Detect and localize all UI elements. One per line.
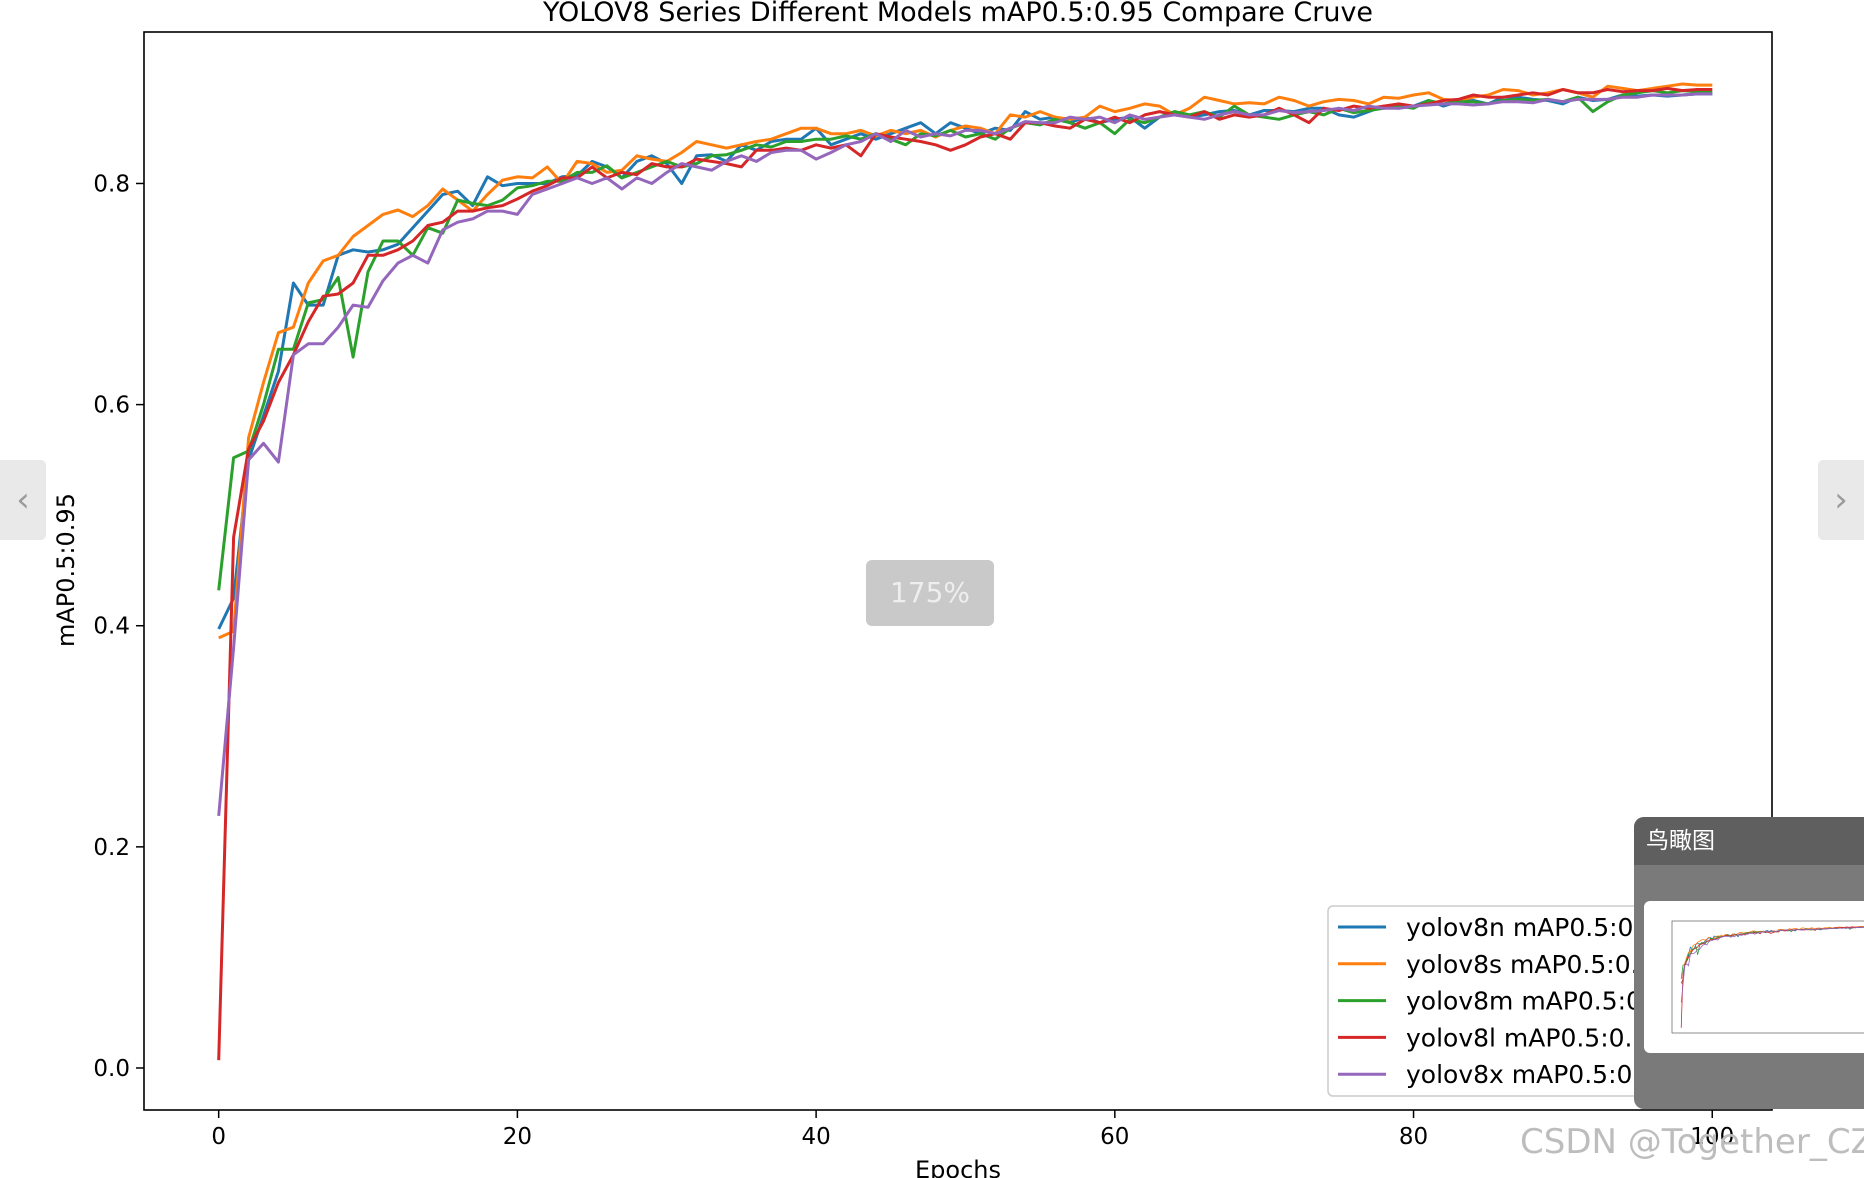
- overview-line-1: [1681, 925, 1864, 985]
- axes-frame: [143, 31, 1773, 1111]
- x-tick-label-2: 40: [801, 1124, 830, 1150]
- overview-frame: [1671, 920, 1864, 1034]
- overview-line-3: [1680, 926, 1864, 1028]
- overview-title: 鸟瞰图: [1634, 817, 1864, 865]
- x-tick-label-3: 60: [1100, 1124, 1129, 1150]
- overview-chart-preview: [1671, 920, 1864, 1034]
- series-line-3: [217, 86, 1713, 1061]
- y-axis-label: mAP0.5:0.95: [52, 493, 80, 647]
- previous-image-button[interactable]: ‹: [0, 460, 46, 540]
- series-line-0: [217, 92, 1713, 630]
- y-tick-label-0: 0.0: [93, 1056, 130, 1082]
- y-tick-label-1: 0.2: [93, 835, 130, 861]
- next-image-button[interactable]: ›: [1818, 460, 1864, 540]
- overview-panel[interactable]: 鸟瞰图: [1634, 817, 1864, 1109]
- overview-thumbnail[interactable]: [1644, 901, 1864, 1053]
- overview-line-4: [1680, 926, 1864, 1003]
- series-line-1: [218, 82, 1713, 640]
- y-tick-label-4: 0.8: [93, 171, 130, 197]
- zoom-level-indicator: 175%: [866, 560, 994, 626]
- y-tick-label-2: 0.4: [93, 614, 130, 640]
- x-axis: 0 20 40 60 80 100: [211, 1110, 1734, 1150]
- plot-lines: [217, 82, 1713, 1061]
- x-tick-label-0: 0: [211, 1124, 226, 1150]
- series-line-2: [217, 89, 1713, 591]
- overview-line-0: [1680, 926, 1864, 984]
- overview-line-2: [1680, 926, 1864, 980]
- series-line-4: [217, 92, 1713, 817]
- x-tick-label-1: 20: [503, 1124, 532, 1150]
- watermark: CSDN @Together_CZ: [1520, 1122, 1864, 1162]
- x-tick-label-5: 100: [1690, 1124, 1734, 1150]
- chart-title: YOLOV8 Series Different Models mAP0.5:0.…: [542, 0, 1373, 28]
- x-axis-label: Epochs: [915, 1156, 1001, 1178]
- y-tick-label-3: 0.6: [93, 393, 130, 419]
- x-tick-label-4: 80: [1399, 1124, 1428, 1150]
- y-axis: 0.0 0.2 0.4 0.6 0.8: [93, 171, 144, 1082]
